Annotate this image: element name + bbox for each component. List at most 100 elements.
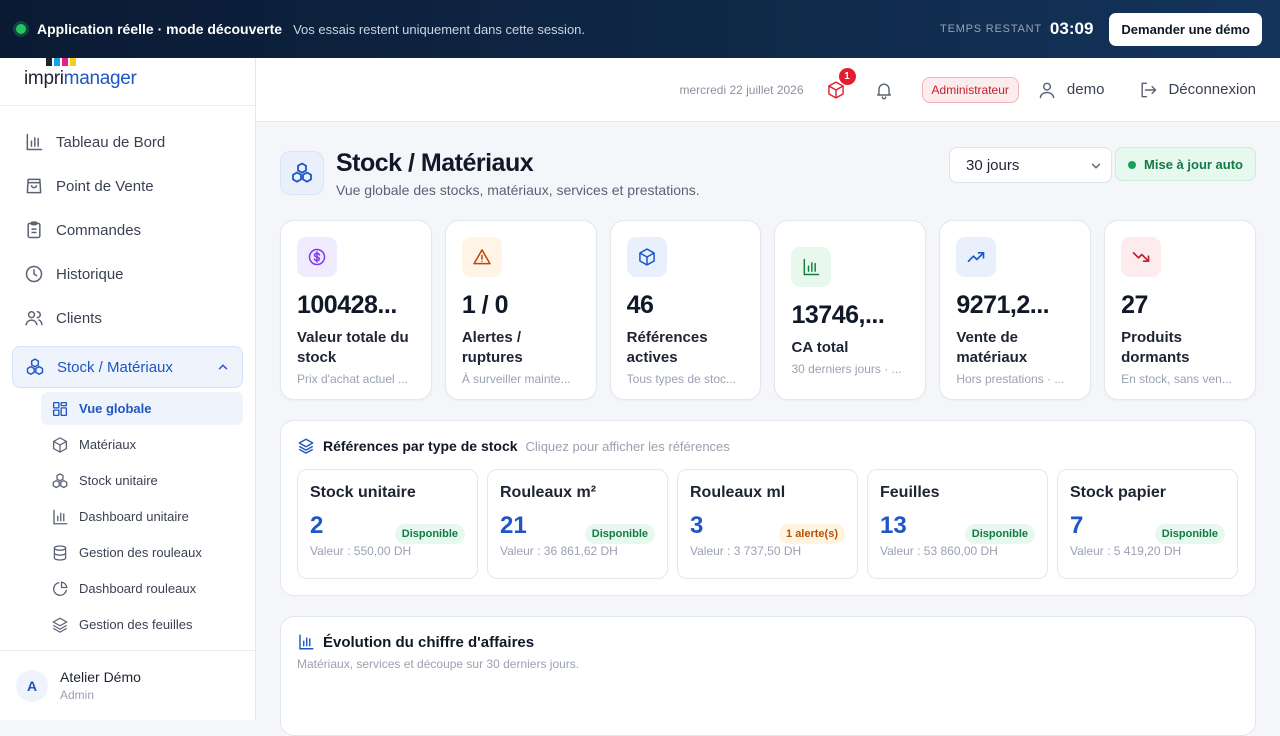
kpi-value: 9271,2... — [956, 291, 1050, 319]
grid-icon — [52, 401, 68, 416]
kpi-card[interactable]: 13746,... CA total 30 derniers jours · .… — [774, 220, 927, 400]
stock-type-card[interactable]: Stock papier 7 Disponible Valeur : 5 419… — [1057, 469, 1238, 579]
sidebar-subitem-sheets[interactable]: Gestion des feuilles — [41, 608, 243, 641]
database-icon — [53, 544, 67, 561]
kpi-hint: Prix d'achat actuel ... — [297, 372, 409, 386]
dollar-icon — [308, 248, 326, 266]
sidebar-item-stock[interactable]: Stock / Matériaux — [12, 346, 243, 388]
sidebar-subitem-label: Gestion des feuilles — [79, 617, 193, 632]
kpi-icon — [791, 247, 832, 287]
status-badge: Disponible — [394, 524, 465, 544]
page-icon — [280, 151, 324, 195]
notifications-button[interactable] — [874, 80, 894, 100]
auto-update-toggle[interactable]: Mise à jour auto — [1115, 147, 1256, 181]
logo[interactable]: imprimanager — [0, 58, 255, 106]
request-demo-button[interactable]: Demander une démo — [1109, 12, 1262, 46]
kpi-hint: Hors prestations · ... — [956, 372, 1065, 386]
logo-color-bars — [46, 58, 76, 66]
role-badge: Administrateur — [921, 76, 1019, 103]
users-icon — [25, 311, 43, 326]
stock-type-count: 2 — [310, 512, 324, 539]
sidebar-item-label: Clients — [56, 309, 102, 327]
kpi-value: 1 / 0 — [461, 291, 509, 319]
chart-bar-icon — [299, 634, 314, 650]
stock-type-name: Rouleaux ml — [690, 484, 786, 501]
sidebar-item-history[interactable]: Historique — [12, 252, 243, 296]
sidebar-subitem-label: Stock unitaire — [79, 473, 158, 488]
section-title: Références par type de stock — [323, 438, 518, 454]
chart-bar-icon — [26, 133, 43, 151]
status-dot — [16, 24, 26, 34]
chevron-down-icon — [1091, 163, 1101, 169]
stock-type-card[interactable]: Rouleaux ml 3 1 alerte(s) Valeur : 3 737… — [677, 469, 858, 579]
kpi-hint: À surveiller mainte... — [461, 372, 571, 386]
kpi-card[interactable]: 100428... Valeur totale du stock Prix d'… — [280, 220, 432, 400]
stock-type-card[interactable]: Feuilles 13 Disponible Valeur : 53 860,0… — [867, 469, 1048, 579]
bell-icon — [876, 83, 891, 99]
stock-type-card[interactable]: Stock unitaire 2 Disponible Valeur : 550… — [297, 469, 478, 579]
kpi-value: 27 — [1121, 291, 1148, 319]
stock-type-name: Feuilles — [880, 484, 940, 501]
stock-type-count: 3 — [690, 512, 704, 539]
boxes-icon — [26, 358, 44, 375]
sidebar-subitem-label: Gestion des rouleaux — [79, 545, 202, 560]
stock-alerts-button[interactable]: 1 — [826, 67, 856, 100]
kpi-icon — [1121, 237, 1162, 277]
kpi-card[interactable]: 27 Produits dormants En stock, sans ven.… — [1104, 220, 1256, 400]
sidebar-item-dashboard[interactable]: Tableau de Bord — [12, 120, 243, 164]
kpi-value: 46 — [626, 291, 654, 319]
kpi-row: 100428... Valeur totale du stock Prix d'… — [280, 220, 1256, 400]
stock-type-name: Stock papier — [1070, 484, 1167, 501]
kpi-value: 13746,... — [791, 301, 885, 329]
kpi-card[interactable]: 1 / 0 Alertes / ruptures À surveiller ma… — [444, 220, 597, 400]
boxes-icon — [52, 472, 68, 488]
timer-value: 03:09 — [1049, 19, 1094, 38]
sidebar-item-label: Tableau de Bord — [56, 133, 166, 151]
kpi-icon — [461, 237, 502, 277]
stock-type-count: 7 — [1070, 512, 1084, 539]
stock-type-card[interactable]: Rouleaux m² 21 Disponible Valeur : 36 86… — [487, 469, 668, 579]
stock-type-value: Valeur : 36 861,62 DH — [500, 544, 618, 558]
kpi-label: Références actives — [626, 329, 708, 366]
sidebar-subitem-label: Matériaux — [79, 437, 137, 452]
alert-badge: 1 alerte(s) — [779, 524, 845, 544]
status-badge: Disponible — [584, 524, 655, 544]
kpi-icon — [626, 237, 667, 277]
logout-button[interactable]: Déconnexion — [1138, 80, 1256, 100]
chart-bar-icon — [53, 509, 68, 524]
logo-text: imprimanager — [24, 68, 137, 89]
sidebar-nav: Tableau de Bord Point de Vente Commandes… — [0, 106, 255, 641]
status-badge: Disponible — [1154, 524, 1225, 544]
sidebar-subitem-materials[interactable]: Matériaux — [41, 428, 243, 461]
sidebar-item-label: Historique — [56, 265, 124, 283]
chart-bar-icon — [804, 258, 820, 276]
clock-icon — [25, 265, 43, 283]
kpi-label: Vente de matériaux — [956, 329, 1028, 366]
kpi-hint: 30 derniers jours · ... — [791, 362, 902, 376]
period-select[interactable]: 30 jours — [949, 147, 1112, 183]
sidebar-item-clients[interactable]: Clients — [12, 296, 243, 340]
current-date: mercredi 22 juillet 2026 — [679, 82, 804, 97]
stock-type-name: Rouleaux m² — [500, 484, 597, 501]
user-menu[interactable]: demo — [1037, 80, 1105, 100]
kpi-card[interactable]: 9271,2... Vente de matériaux Hors presta… — [939, 220, 1092, 400]
sidebar-subitem-overview[interactable]: Vue globale — [41, 392, 243, 425]
sidebar-subitem-rolls[interactable]: Gestion des rouleaux — [41, 536, 243, 569]
stock-type-count: 21 — [500, 512, 527, 539]
stock-type-count: 13 — [880, 512, 907, 539]
sidebar-user[interactable]: A Atelier Démo Admin — [0, 650, 255, 720]
chevron-up-icon[interactable] — [216, 360, 230, 374]
sidebar-subitem-unit-stock[interactable]: Stock unitaire — [41, 464, 243, 497]
top-bar: mercredi 22 juillet 2026 1 Administrateu… — [256, 58, 1280, 122]
stock-type-value: Valeur : 3 737,50 DH — [690, 544, 802, 558]
sidebar-item-orders[interactable]: Commandes — [12, 208, 243, 252]
sidebar-item-label: Point de Vente — [56, 177, 154, 195]
kpi-card[interactable]: 46 Références actives Tous types de stoc… — [609, 220, 762, 400]
username: demo — [1066, 81, 1105, 98]
sidebar-subitem-unit-dashboard[interactable]: Dashboard unitaire — [41, 500, 243, 533]
layers-icon — [52, 617, 68, 633]
sidebar-subitem-rolls-dashboard[interactable]: Dashboard rouleaux — [41, 572, 243, 605]
sidebar-item-point-of-sale[interactable]: Point de Vente — [12, 164, 243, 208]
notification-badge: 1 — [838, 67, 856, 85]
page-subtitle: Vue globale des stocks, matériaux, servi… — [336, 182, 700, 198]
